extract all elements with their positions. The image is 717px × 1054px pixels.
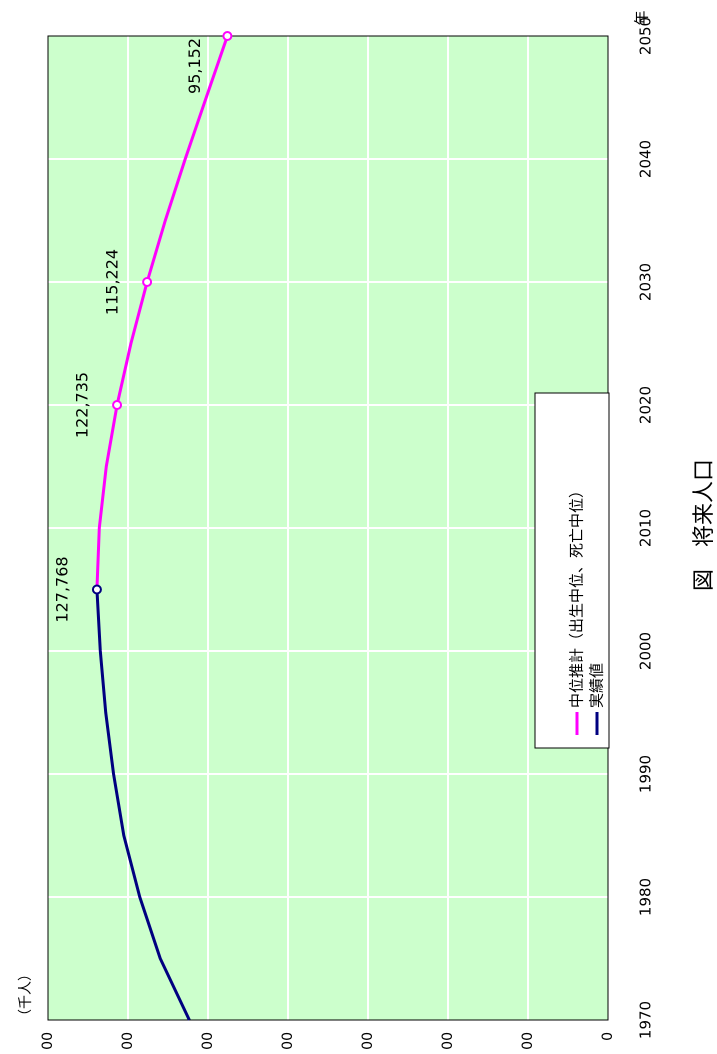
data-point — [142, 277, 153, 287]
y-tick-label: 0 — [600, 1032, 616, 1041]
y-tick-label: 120,000 — [120, 1032, 136, 1049]
x-tick-label: 2010 — [637, 509, 655, 547]
data-point — [91, 584, 102, 595]
y-tick-label: 100,000 — [200, 1032, 216, 1049]
series-line — [95, 589, 191, 1021]
x-tick-label: 2000 — [637, 632, 655, 670]
y-tick-label: 20,000 — [520, 1032, 536, 1049]
x-tick-label: 2050 — [637, 17, 655, 55]
series-line — [95, 35, 229, 590]
x-tick-label: 1980 — [637, 878, 655, 916]
legend — [534, 392, 610, 749]
x-tick-label: 2020 — [637, 386, 655, 424]
x-tick-label: 2030 — [637, 263, 655, 301]
x-axis-unit: 年 — [633, 10, 651, 25]
x-tick-label: 1990 — [637, 755, 655, 793]
data-label: 122,735 — [73, 372, 92, 438]
data-point — [222, 31, 233, 41]
y-axis-unit: （千人） — [18, 967, 34, 1023]
data-label: 95,152 — [185, 38, 204, 94]
x-tick-label: 2040 — [637, 140, 655, 178]
data-point — [112, 400, 123, 410]
data-label: 127,768 — [52, 556, 71, 622]
chart-title: 図 将来人口 — [692, 459, 717, 591]
y-tick-label: 80,000 — [280, 1032, 296, 1049]
legend-label: 中位推計（出生中位、死亡中位） — [568, 483, 586, 708]
y-tick-label: 40,000 — [440, 1032, 456, 1049]
legend-label: 実績値 — [588, 663, 606, 708]
data-label: 115,224 — [103, 249, 122, 315]
y-tick-label: 140,000 — [40, 1032, 56, 1049]
y-tick-label: 60,000 — [360, 1032, 376, 1049]
x-tick-label: 1970 — [637, 1001, 655, 1039]
